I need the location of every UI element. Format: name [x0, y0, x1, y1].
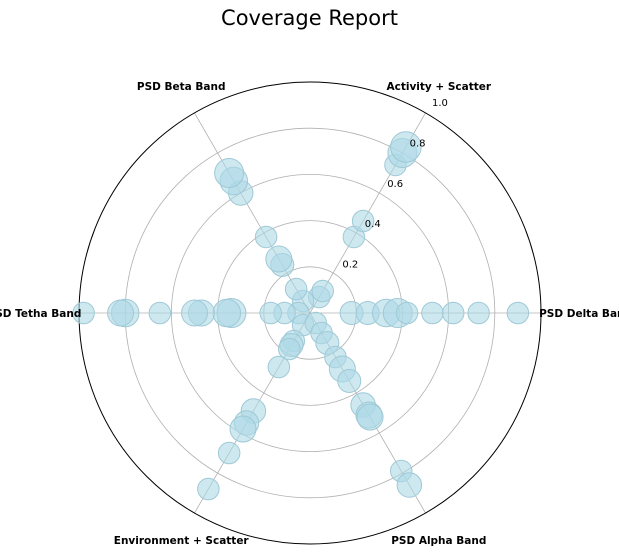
data-point — [467, 301, 490, 325]
data-point — [277, 337, 301, 361]
data-point — [197, 477, 220, 501]
data-point — [351, 209, 375, 233]
data-point — [259, 301, 282, 325]
category-label: Activity + Scatter — [386, 81, 491, 93]
data-point — [107, 299, 135, 327]
data-point — [148, 301, 172, 325]
data-point — [390, 131, 422, 163]
radial-tick-label: 0.8 — [410, 138, 426, 149]
data-point — [217, 441, 241, 465]
data-point — [506, 301, 530, 325]
category-label: PSD Delta Band — [539, 308, 619, 320]
data-point — [72, 301, 95, 325]
data-point — [311, 279, 334, 303]
radial-tick-label: 1.0 — [432, 98, 448, 109]
data-point — [254, 225, 278, 249]
chart-title: Coverage Report — [221, 6, 398, 30]
data-point — [396, 472, 423, 498]
radial-tick-label: 0.2 — [342, 260, 358, 271]
data-point — [421, 301, 444, 325]
radial-tick-label: 0.6 — [387, 179, 403, 190]
data-point — [337, 369, 362, 394]
category-label: PSD Tetha Band — [0, 308, 81, 320]
data-point — [181, 299, 208, 327]
data-point — [356, 403, 384, 431]
data-point — [284, 277, 308, 301]
category-label: PSD Alpha Band — [391, 535, 486, 547]
data-point — [441, 301, 465, 325]
category-label: Environment + Scatter — [114, 535, 250, 547]
data-point — [395, 301, 419, 325]
category-label: PSD Beta Band — [137, 81, 226, 93]
data-point — [229, 415, 257, 443]
data-point — [214, 157, 245, 188]
data-points — [72, 131, 530, 501]
data-point — [212, 298, 242, 328]
radial-tick-label: 0.4 — [365, 219, 381, 230]
data-point — [267, 355, 291, 379]
data-point — [265, 245, 293, 273]
